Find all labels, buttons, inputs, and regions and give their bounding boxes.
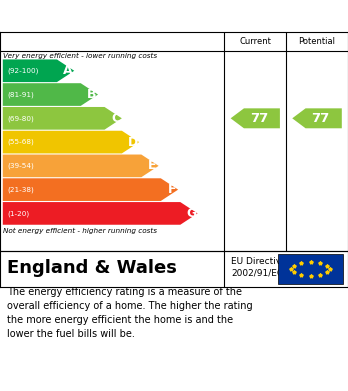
Text: (81-91): (81-91) — [7, 91, 34, 98]
Text: Very energy efficient - lower running costs: Very energy efficient - lower running co… — [3, 53, 158, 59]
Text: E: E — [148, 160, 157, 172]
Polygon shape — [292, 108, 342, 128]
Text: Potential: Potential — [299, 37, 335, 46]
Text: 77: 77 — [311, 112, 330, 125]
Polygon shape — [3, 131, 139, 153]
Text: (21-38): (21-38) — [7, 187, 34, 193]
Text: Energy Efficiency Rating: Energy Efficiency Rating — [9, 9, 230, 23]
Text: (69-80): (69-80) — [7, 115, 34, 122]
Polygon shape — [231, 108, 280, 128]
Text: G: G — [187, 207, 197, 220]
Text: D: D — [128, 136, 138, 149]
Text: 77: 77 — [250, 112, 268, 125]
Text: (39-54): (39-54) — [7, 163, 34, 169]
Polygon shape — [3, 154, 159, 177]
Polygon shape — [3, 202, 198, 225]
Text: EU Directive
2002/91/EC: EU Directive 2002/91/EC — [231, 257, 287, 278]
Polygon shape — [3, 178, 178, 201]
Text: F: F — [168, 183, 176, 196]
Text: C: C — [111, 112, 120, 125]
Polygon shape — [3, 107, 122, 130]
Polygon shape — [3, 83, 98, 106]
Text: A: A — [63, 64, 73, 77]
Text: England & Wales: England & Wales — [7, 259, 177, 277]
Text: B: B — [87, 88, 97, 101]
Text: (92-100): (92-100) — [7, 68, 38, 74]
Text: The energy efficiency rating is a measure of the
overall efficiency of a home. T: The energy efficiency rating is a measur… — [7, 287, 253, 339]
Text: Not energy efficient - higher running costs: Not energy efficient - higher running co… — [3, 228, 158, 234]
Text: (55-68): (55-68) — [7, 139, 34, 145]
Bar — [278, 254, 343, 284]
Polygon shape — [3, 59, 74, 82]
Text: (1-20): (1-20) — [7, 210, 29, 217]
Text: Current: Current — [239, 37, 271, 46]
